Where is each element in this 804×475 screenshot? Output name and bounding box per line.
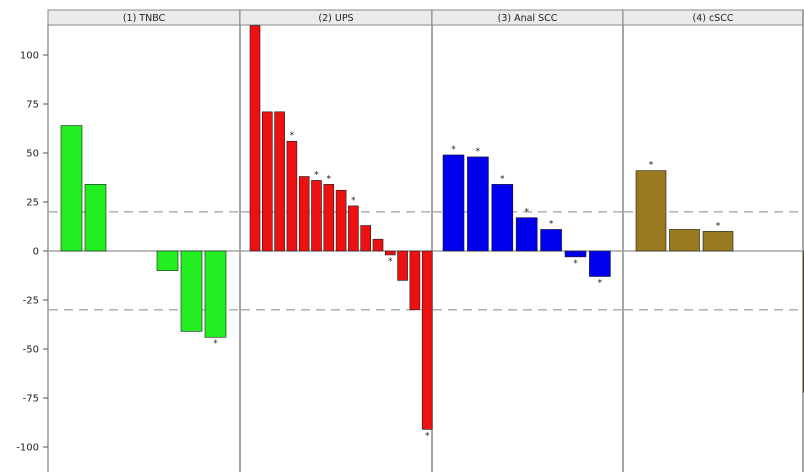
y-tick-label: -75 xyxy=(23,394,39,405)
bar xyxy=(702,231,734,252)
bar-star-label: * xyxy=(425,431,430,441)
bar-star-label: * xyxy=(351,196,356,206)
bar-star-label: * xyxy=(573,259,578,269)
bar xyxy=(311,180,322,252)
bar xyxy=(421,250,433,430)
bar xyxy=(156,250,179,271)
bar xyxy=(298,176,310,252)
bar xyxy=(60,125,83,252)
y-tick-label: 0 xyxy=(33,247,39,258)
y-tick-label: -50 xyxy=(23,345,39,356)
y-tick-label: -25 xyxy=(23,296,39,307)
bar xyxy=(335,189,347,252)
bar xyxy=(515,217,538,252)
bar-star-label: * xyxy=(290,131,295,141)
bar-star-label: * xyxy=(598,278,603,288)
bar-star-label: * xyxy=(451,145,456,155)
bar xyxy=(261,111,273,252)
bar-star-label: * xyxy=(524,208,529,218)
y-tick-label: 50 xyxy=(26,149,39,160)
bar xyxy=(467,156,489,252)
bar xyxy=(669,229,700,252)
y-tick-label: -100 xyxy=(16,443,39,454)
panel-title: (3) Anal SCC xyxy=(498,13,558,24)
bar-star-label: * xyxy=(716,221,721,231)
panel-title: (4) cSCC xyxy=(693,13,734,24)
bar xyxy=(409,250,421,311)
bar xyxy=(589,250,611,277)
bar-star-label: * xyxy=(327,174,332,184)
bar xyxy=(491,184,514,252)
bar xyxy=(84,184,107,252)
panel-title: (2) UPS xyxy=(318,13,353,24)
bar xyxy=(323,184,335,252)
bar xyxy=(348,205,359,252)
y-tick-label: 100 xyxy=(20,51,39,62)
bar xyxy=(564,250,587,258)
bar-star-label: * xyxy=(649,161,654,171)
bar xyxy=(274,111,285,252)
bar xyxy=(540,229,562,252)
bar xyxy=(397,250,408,281)
y-tick-label: 25 xyxy=(26,198,39,209)
bar-star-label: * xyxy=(213,339,218,349)
bar xyxy=(249,25,261,252)
bar xyxy=(360,225,372,252)
bar xyxy=(384,250,396,256)
bar xyxy=(204,250,227,338)
panel-title: (1) TNBC xyxy=(123,13,166,24)
bar-star-label: * xyxy=(549,219,554,229)
bar-star-label: * xyxy=(500,174,505,184)
y-tick-label: 75 xyxy=(26,100,39,111)
bar-star-label: * xyxy=(476,147,481,157)
bar xyxy=(442,154,465,252)
bar xyxy=(286,140,298,252)
bar xyxy=(372,238,384,252)
bar-star-label: * xyxy=(314,170,319,180)
bar xyxy=(180,250,203,332)
bar-star-label: * xyxy=(388,257,393,267)
bar xyxy=(635,170,667,252)
